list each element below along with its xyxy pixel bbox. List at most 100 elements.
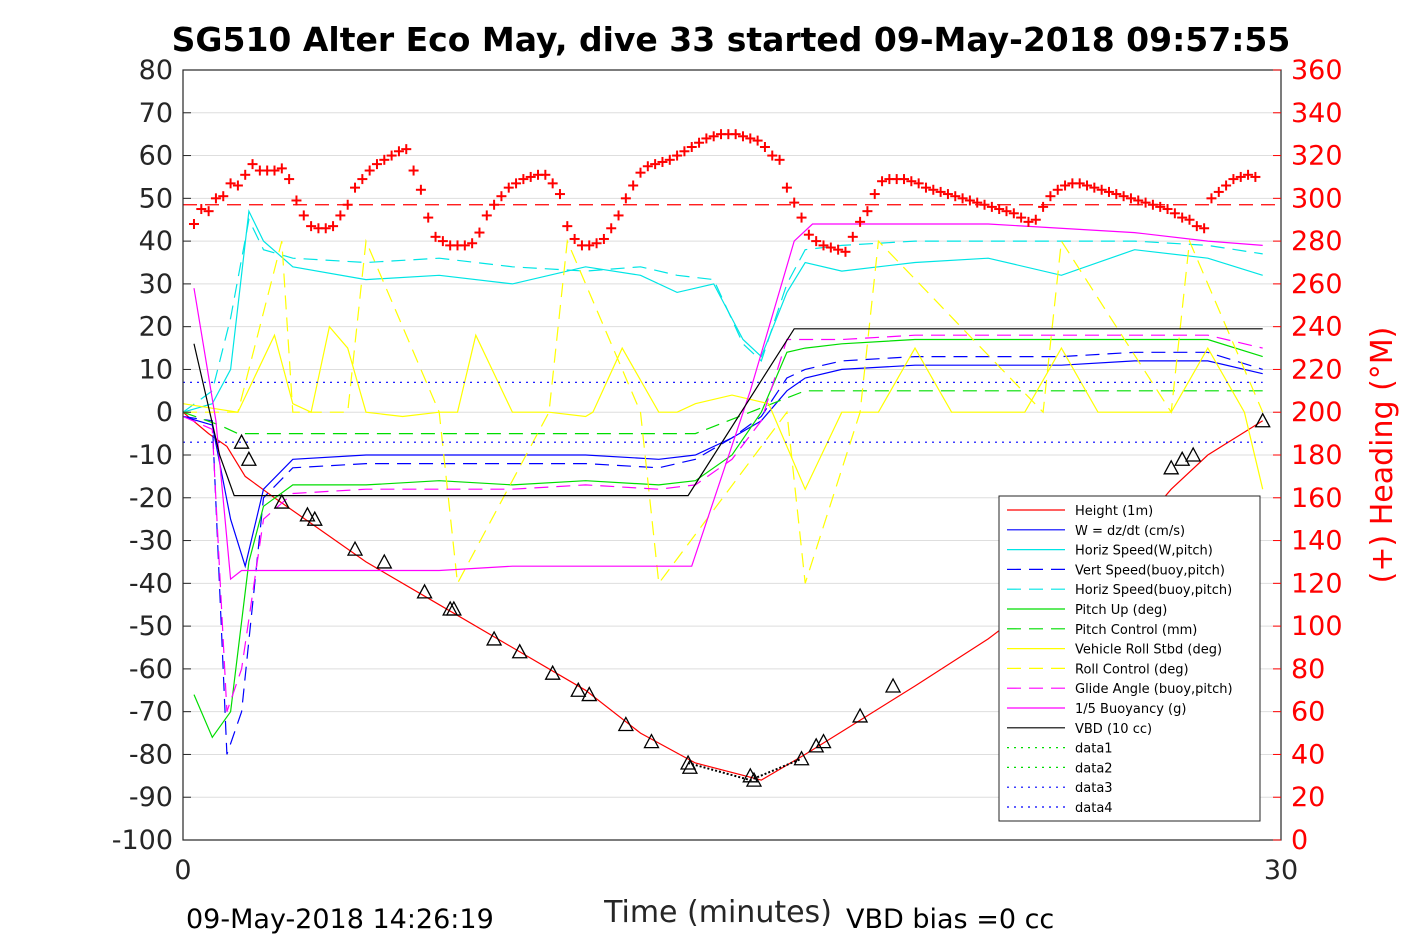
heading-marker bbox=[899, 174, 910, 185]
series-vehicle-roll-stbd-deg- bbox=[182, 325, 1264, 491]
y-right-tick-label: 240 bbox=[1291, 312, 1343, 343]
heading-marker bbox=[1060, 180, 1071, 191]
heading-marker bbox=[752, 135, 763, 146]
heading-marker bbox=[1140, 197, 1151, 208]
y-right-tick-label: 40 bbox=[1291, 739, 1325, 770]
heading-marker bbox=[1206, 193, 1217, 204]
y-tick-label: -30 bbox=[129, 526, 173, 557]
heading-marker bbox=[1082, 180, 1093, 191]
heading-marker bbox=[511, 178, 522, 189]
heading-marker bbox=[642, 161, 653, 172]
heading-marker bbox=[554, 189, 565, 200]
y-tick-label: 50 bbox=[139, 183, 173, 214]
heading-marker bbox=[1038, 201, 1049, 212]
heading-marker bbox=[196, 204, 207, 215]
heading-marker bbox=[657, 156, 668, 167]
heading-marker bbox=[1030, 214, 1041, 225]
y-right-tick-label: 0 bbox=[1291, 825, 1308, 856]
heading-marker bbox=[284, 174, 295, 185]
heading-marker bbox=[781, 182, 792, 193]
heading-marker bbox=[650, 159, 661, 170]
y-right-tick-label: 180 bbox=[1291, 440, 1343, 471]
legend-label: Height (1m) bbox=[1075, 504, 1153, 519]
y-tick-label: 20 bbox=[139, 312, 173, 343]
heading-marker bbox=[1074, 178, 1085, 189]
heading-marker bbox=[972, 197, 983, 208]
y-right-tick-label: 80 bbox=[1291, 654, 1325, 685]
heading-marker bbox=[833, 244, 844, 255]
legend-label: data4 bbox=[1075, 801, 1113, 816]
height-triangle-marker bbox=[486, 630, 503, 646]
y-tick-label: -50 bbox=[129, 611, 173, 642]
heading-marker bbox=[1008, 208, 1019, 219]
heading-marker bbox=[1243, 169, 1254, 180]
heading-marker bbox=[1184, 214, 1195, 225]
heading-marker bbox=[811, 236, 822, 247]
legend-label: Pitch Control (mm) bbox=[1075, 623, 1197, 638]
y-right-tick-label: 360 bbox=[1291, 55, 1343, 86]
heading-marker bbox=[437, 236, 448, 247]
height-triangle-marker bbox=[808, 737, 825, 753]
heading-marker bbox=[350, 182, 361, 193]
heading-marker bbox=[298, 210, 309, 221]
heading-marker bbox=[1133, 195, 1144, 206]
heading-marker bbox=[1191, 221, 1202, 232]
heading-marker bbox=[847, 231, 858, 242]
y-tick-label: -10 bbox=[129, 440, 173, 471]
heading-marker bbox=[1118, 191, 1129, 202]
heading-marker bbox=[1147, 199, 1158, 210]
y-tick-label: 60 bbox=[139, 141, 173, 172]
heading-marker bbox=[489, 199, 500, 210]
heading-marker bbox=[335, 210, 346, 221]
heading-marker bbox=[408, 165, 419, 176]
heading-marker bbox=[540, 169, 551, 180]
x-tick-label: 0 bbox=[174, 855, 191, 886]
timestamp-footer: 09-May-2018 14:26:19 bbox=[186, 904, 494, 935]
heading-marker bbox=[393, 146, 404, 157]
height-triangle-marker bbox=[815, 733, 832, 749]
legend-label: Roll Control (deg) bbox=[1075, 662, 1189, 677]
legend-label: VBD (10 cc) bbox=[1075, 722, 1152, 737]
height-triangle-marker bbox=[544, 664, 561, 680]
heading-marker bbox=[474, 227, 485, 238]
height-triangle-marker bbox=[681, 758, 698, 774]
y-tick-label: 70 bbox=[139, 98, 173, 129]
y-tick-label: -90 bbox=[129, 782, 173, 813]
heading-marker bbox=[964, 195, 975, 206]
height-triangle-marker bbox=[233, 433, 250, 449]
heading-marker bbox=[1162, 204, 1173, 215]
heading-marker bbox=[635, 167, 646, 178]
heading-marker bbox=[320, 223, 331, 234]
heading-marker bbox=[481, 210, 492, 221]
y-right-tick-label: 260 bbox=[1291, 269, 1343, 300]
heading-marker bbox=[562, 221, 573, 232]
height-triangle-marker bbox=[1185, 446, 1202, 462]
heading-marker bbox=[423, 212, 434, 223]
heading-marker bbox=[1103, 186, 1114, 197]
height-triangle-marker bbox=[299, 506, 316, 522]
height-triangle-marker bbox=[742, 767, 759, 783]
heading-marker bbox=[1089, 182, 1100, 193]
heading-marker bbox=[767, 150, 778, 161]
heading-marker bbox=[342, 199, 353, 210]
heading-marker bbox=[518, 174, 529, 185]
heading-marker bbox=[1155, 201, 1166, 212]
heading-marker bbox=[1016, 212, 1027, 223]
series-vert-speed-buoy-pitch- bbox=[182, 351, 1263, 755]
heading-marker bbox=[240, 169, 251, 180]
heading-marker bbox=[218, 191, 229, 202]
heading-marker bbox=[877, 176, 888, 187]
legend-label: data3 bbox=[1075, 781, 1113, 796]
height-triangle-marker bbox=[852, 707, 869, 723]
heading-marker bbox=[701, 133, 712, 144]
heading-marker bbox=[503, 182, 514, 193]
y-right-tick-label: 100 bbox=[1291, 611, 1343, 642]
heading-marker bbox=[496, 191, 507, 202]
heading-marker bbox=[906, 176, 917, 187]
heading-marker bbox=[774, 154, 785, 165]
heading-marker bbox=[679, 146, 690, 157]
heading-marker bbox=[1250, 171, 1261, 182]
height-triangle-marker bbox=[643, 733, 660, 749]
series-roll-control-deg- bbox=[183, 238, 1264, 586]
heading-marker bbox=[269, 165, 280, 176]
